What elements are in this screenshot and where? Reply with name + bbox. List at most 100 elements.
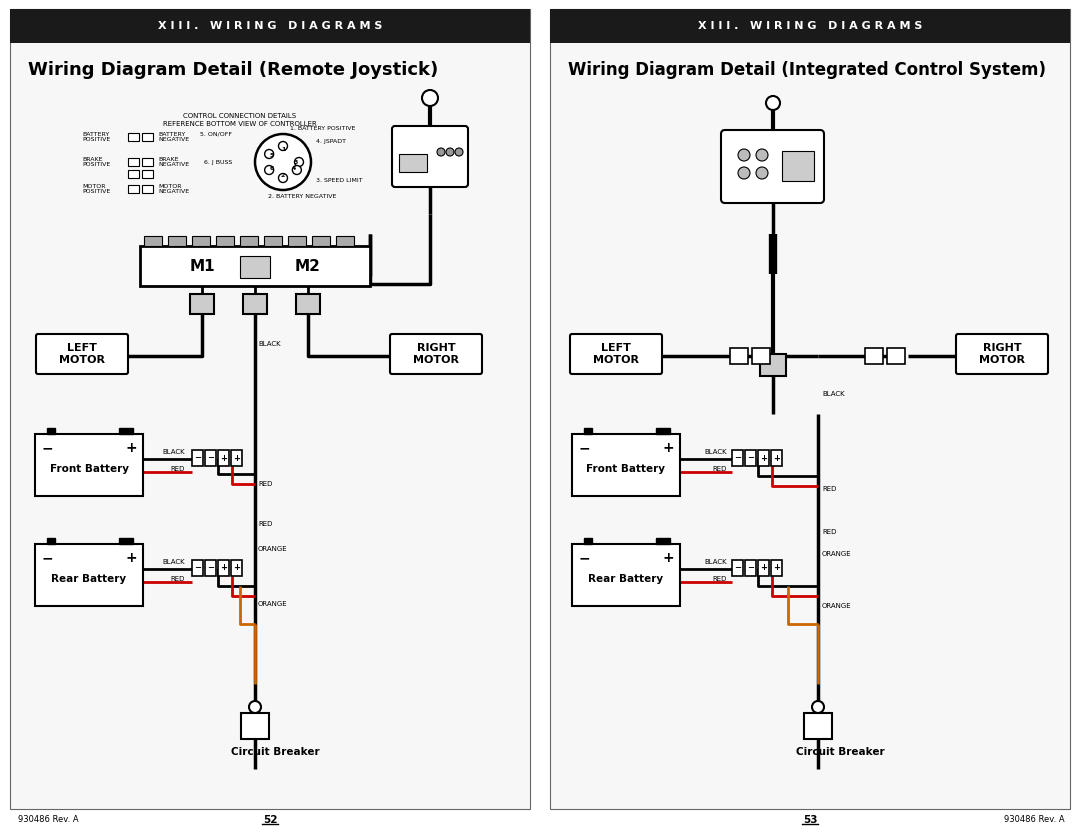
Bar <box>35 544 143 606</box>
Bar <box>730 348 748 364</box>
Bar <box>745 560 756 576</box>
Bar <box>141 133 153 141</box>
Bar <box>10 9 530 43</box>
Bar <box>584 428 592 434</box>
Text: +: + <box>233 454 240 463</box>
Bar <box>399 154 427 172</box>
Text: Rear Battery: Rear Battery <box>589 574 663 584</box>
FancyBboxPatch shape <box>36 334 129 374</box>
Bar <box>758 560 769 576</box>
Text: 1: 1 <box>281 147 285 152</box>
Text: −: − <box>194 564 201 572</box>
Text: RED: RED <box>713 576 727 582</box>
Bar <box>205 450 216 466</box>
Circle shape <box>437 148 445 156</box>
Bar <box>190 294 214 314</box>
Circle shape <box>738 167 750 179</box>
Text: BLACK: BLACK <box>704 559 727 565</box>
Bar <box>218 450 229 466</box>
Text: MOTOR: MOTOR <box>59 355 105 365</box>
Bar <box>572 544 680 606</box>
Bar <box>10 9 530 809</box>
Bar <box>141 185 153 193</box>
Bar <box>241 713 269 739</box>
Text: MOTOR
NEGATIVE: MOTOR NEGATIVE <box>158 183 189 194</box>
Bar <box>35 434 143 496</box>
Bar <box>732 450 743 466</box>
FancyBboxPatch shape <box>392 126 468 187</box>
Text: BLACK: BLACK <box>162 559 185 565</box>
Text: 52: 52 <box>262 815 278 825</box>
Circle shape <box>265 165 273 174</box>
Text: 6: 6 <box>270 166 274 171</box>
Bar <box>231 560 242 576</box>
Bar <box>656 428 670 434</box>
Bar <box>264 236 282 246</box>
Circle shape <box>446 148 454 156</box>
Bar <box>550 9 1070 43</box>
Text: −: − <box>207 564 214 572</box>
Text: MOTOR: MOTOR <box>978 355 1025 365</box>
Text: MOTOR: MOTOR <box>593 355 639 365</box>
Text: +: + <box>760 454 767 463</box>
Circle shape <box>293 165 301 174</box>
Text: 930486 Rev. A: 930486 Rev. A <box>1004 816 1065 825</box>
Bar <box>771 450 782 466</box>
Text: −: − <box>207 454 214 463</box>
Circle shape <box>265 149 273 158</box>
Circle shape <box>279 142 287 150</box>
Text: Wiring Diagram Detail (Integrated Control System): Wiring Diagram Detail (Integrated Contro… <box>568 61 1047 79</box>
Bar <box>119 428 133 434</box>
Text: +: + <box>220 564 227 572</box>
Text: BLACK: BLACK <box>822 391 845 397</box>
Text: BRAKE
POSITIVE: BRAKE POSITIVE <box>82 157 110 168</box>
Text: BLACK: BLACK <box>162 449 185 455</box>
Circle shape <box>249 701 261 713</box>
Bar <box>572 434 680 496</box>
Text: Rear Battery: Rear Battery <box>52 574 126 584</box>
Text: ORANGE: ORANGE <box>822 551 852 557</box>
Text: RED: RED <box>258 521 272 527</box>
Text: Circuit Breaker: Circuit Breaker <box>231 747 320 757</box>
FancyBboxPatch shape <box>956 334 1048 374</box>
Text: X I I I .   W I R I N G   D I A G R A M S: X I I I . W I R I N G D I A G R A M S <box>698 21 922 31</box>
Text: RIGHT: RIGHT <box>417 343 456 353</box>
Text: −: − <box>734 454 741 463</box>
Bar <box>216 236 234 246</box>
Bar <box>243 294 267 314</box>
Circle shape <box>422 90 438 106</box>
Circle shape <box>756 149 768 161</box>
Bar <box>336 236 354 246</box>
Text: BLACK: BLACK <box>258 341 281 347</box>
FancyBboxPatch shape <box>721 130 824 203</box>
Text: 53: 53 <box>802 815 818 825</box>
Bar <box>240 256 270 278</box>
Bar <box>296 294 320 314</box>
Bar <box>312 236 330 246</box>
Circle shape <box>756 167 768 179</box>
Bar <box>192 450 203 466</box>
Bar <box>141 170 153 178</box>
Text: CONTROL CONNECTION DETAILS: CONTROL CONNECTION DETAILS <box>184 113 297 119</box>
Text: BRAKE
NEGATIVE: BRAKE NEGATIVE <box>158 157 189 168</box>
Text: LEFT: LEFT <box>602 343 631 353</box>
Text: BLACK: BLACK <box>704 449 727 455</box>
Bar <box>140 246 370 286</box>
Text: Front Battery: Front Battery <box>50 464 129 474</box>
Text: 5. ON/OFF: 5. ON/OFF <box>200 132 232 137</box>
Bar <box>144 236 162 246</box>
Text: Circuit Breaker: Circuit Breaker <box>796 747 885 757</box>
Bar <box>771 560 782 576</box>
Text: −: − <box>747 454 754 463</box>
Text: −: − <box>194 454 201 463</box>
Bar <box>656 538 670 544</box>
Text: −: − <box>747 564 754 572</box>
Text: +: + <box>220 454 227 463</box>
Circle shape <box>279 173 287 183</box>
Bar <box>760 354 786 376</box>
Bar <box>192 236 210 246</box>
Text: MOTOR
POSITIVE: MOTOR POSITIVE <box>82 183 110 194</box>
Text: +: + <box>662 441 674 455</box>
Circle shape <box>812 701 824 713</box>
Circle shape <box>766 96 780 110</box>
